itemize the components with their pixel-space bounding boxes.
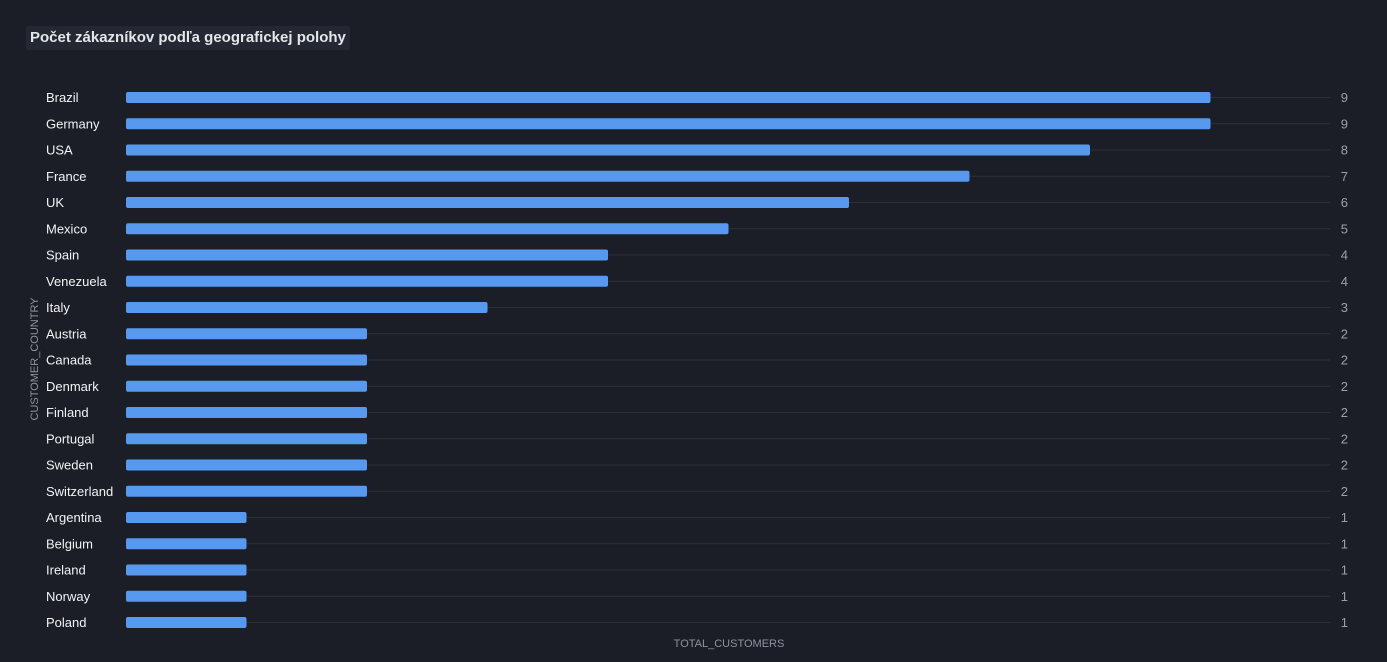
category-label: Austria: [46, 326, 87, 341]
category-label: Finland: [46, 405, 89, 420]
category-label: Ireland: [46, 563, 86, 578]
category-labels: Brazil Germany USA France UK Mexico Spain Venez…: [46, 90, 113, 630]
value-label: 9: [1341, 116, 1348, 131]
value-labels: 9 9 8 7 6 5 4 4 3 2 2 2 2 2 2 2 1 1 1 1 1: [1341, 90, 1348, 630]
bar-denmark[interactable]: [126, 380, 367, 392]
bar-austria[interactable]: [126, 328, 367, 340]
bar-france[interactable]: [126, 170, 970, 182]
category-label: Portugal: [46, 431, 95, 446]
category-label: France: [46, 169, 86, 184]
bar-poland[interactable]: [126, 617, 247, 628]
value-label: 8: [1341, 143, 1348, 158]
bar-uk[interactable]: [126, 197, 849, 208]
bar-spain[interactable]: [126, 249, 608, 261]
bar-italy[interactable]: [126, 302, 488, 313]
category-label: Canada: [46, 353, 92, 368]
category-label: Denmark: [46, 379, 99, 394]
value-label: 7: [1341, 169, 1348, 184]
value-label: 2: [1341, 326, 1348, 341]
value-label: 6: [1341, 195, 1348, 210]
value-label: 2: [1341, 458, 1348, 473]
bar-layer: [126, 92, 1211, 628]
value-label: 2: [1341, 379, 1348, 394]
bar-brazil[interactable]: [126, 92, 1211, 103]
value-label: 1: [1341, 615, 1348, 630]
bar-norway[interactable]: [126, 590, 247, 602]
category-label: Switzerland: [46, 484, 113, 499]
value-label: 4: [1341, 274, 1348, 289]
category-label: USA: [46, 143, 73, 158]
category-label: Spain: [46, 248, 79, 263]
value-label: 2: [1341, 353, 1348, 368]
value-label: 2: [1341, 405, 1348, 420]
bar-mexico[interactable]: [126, 223, 729, 235]
value-label: 2: [1341, 431, 1348, 446]
chart-title: Počet zákazníkov podľa geografickej polo…: [26, 26, 350, 50]
bar-switzerland[interactable]: [126, 485, 367, 497]
value-label: 1: [1341, 510, 1348, 525]
bar-belgium[interactable]: [126, 538, 247, 550]
category-label: UK: [46, 195, 64, 210]
value-label: 9: [1341, 90, 1348, 105]
category-label: Brazil: [46, 90, 79, 105]
value-label: 4: [1341, 248, 1348, 263]
bar-canada[interactable]: [126, 354, 367, 366]
category-label: Argentina: [46, 510, 102, 525]
value-label: 5: [1341, 221, 1348, 236]
bar-usa[interactable]: [126, 144, 1090, 156]
bar-germany[interactable]: [126, 118, 1211, 130]
category-label: Mexico: [46, 221, 87, 236]
value-label: 3: [1341, 300, 1348, 315]
value-label: 2: [1341, 484, 1348, 499]
category-label: Sweden: [46, 458, 93, 473]
y-axis-label: CUSTOMER_COUNTRY: [29, 297, 41, 421]
value-label: 1: [1341, 589, 1348, 604]
bar-venezuela[interactable]: [126, 275, 608, 287]
value-label: 1: [1341, 536, 1348, 551]
value-label: 1: [1341, 563, 1348, 578]
bar-finland[interactable]: [126, 407, 367, 418]
category-label: Germany: [46, 116, 100, 131]
category-label: Belgium: [46, 536, 93, 551]
category-label: Venezuela: [46, 274, 107, 289]
bar-sweden[interactable]: [126, 459, 367, 471]
bar-portugal[interactable]: [126, 433, 367, 445]
bar-argentina[interactable]: [126, 512, 247, 523]
category-label: Italy: [46, 300, 70, 315]
category-label: Poland: [46, 615, 86, 630]
bar-ireland[interactable]: [126, 564, 247, 576]
x-axis-label: TOTAL_CUSTOMERS: [674, 638, 785, 650]
category-label: Norway: [46, 589, 91, 604]
